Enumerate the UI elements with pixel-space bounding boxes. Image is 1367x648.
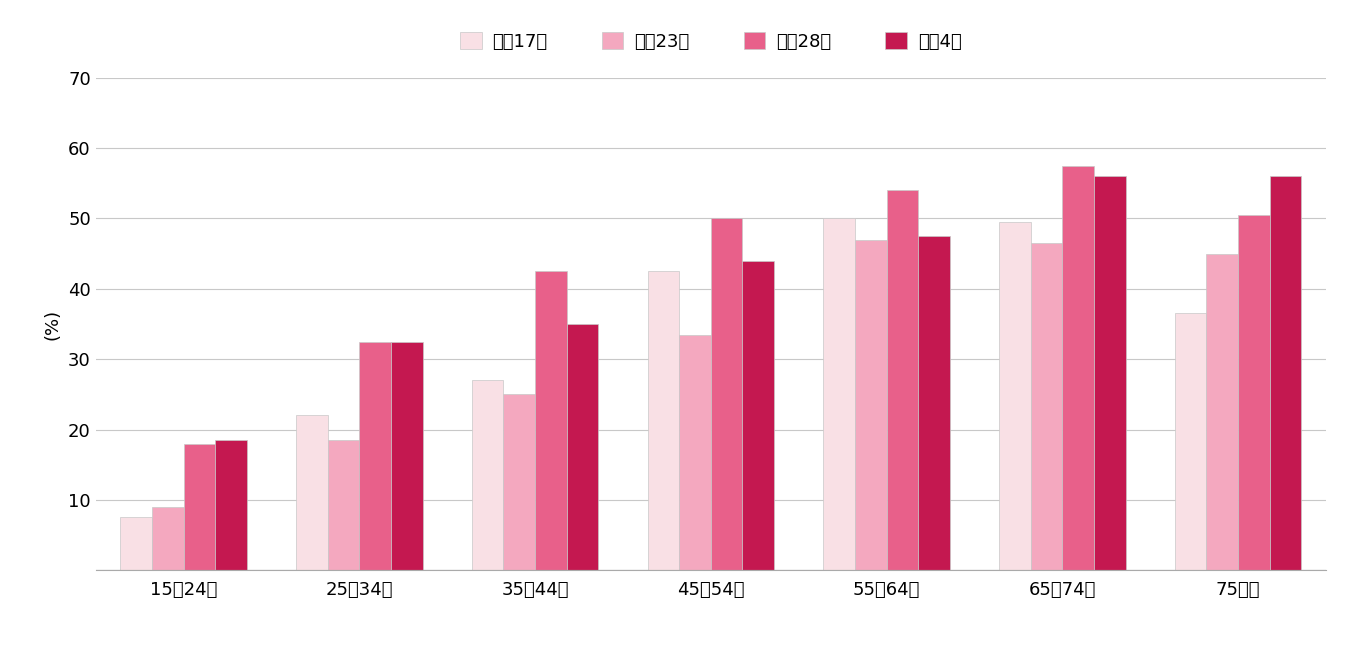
Bar [919,236,950,570]
Bar [1094,176,1125,570]
Bar [823,218,854,570]
Bar [1270,176,1301,570]
Bar [360,341,391,570]
Bar [567,324,599,570]
Bar [887,191,919,570]
Bar [328,440,360,570]
Bar [472,380,503,570]
Bar [215,440,247,570]
Bar [1239,215,1270,570]
Bar [297,415,328,570]
Bar [679,334,711,570]
Legend: 平成17年, 平成23年, 平成28年, 令和4年: 平成17年, 平成23年, 平成28年, 令和4年 [451,23,971,60]
Bar [711,218,742,570]
Bar [534,272,567,570]
Bar [648,272,679,570]
Bar [120,518,152,570]
Bar [1062,166,1094,570]
Bar [183,444,215,570]
Bar [742,260,774,570]
Bar [1031,243,1062,570]
Bar [854,240,887,570]
Bar [391,341,422,570]
Bar [1174,314,1207,570]
Bar [152,507,183,570]
Y-axis label: (%): (%) [44,308,62,340]
Bar [999,222,1031,570]
Bar [503,395,534,570]
Bar [1207,253,1239,570]
